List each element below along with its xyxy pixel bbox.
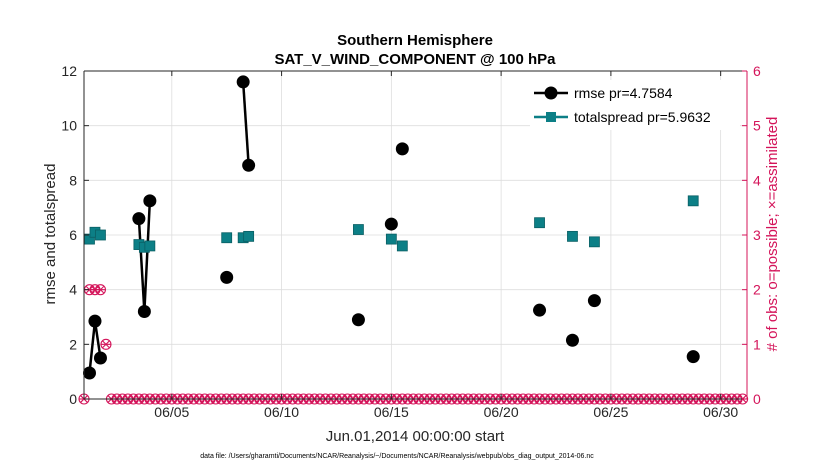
rmse-point <box>137 305 151 319</box>
totalspread-point <box>567 230 578 242</box>
rmse-point <box>384 217 398 231</box>
data-file-footnote: data file: /Users/gharamti/Documents/NCA… <box>200 453 594 460</box>
rmse-point <box>82 366 96 380</box>
y-right-tick-label: 1 <box>753 336 761 352</box>
legend: rmse pr=4.7584 totalspread pr=5.9632 <box>530 80 740 130</box>
y-left-tick-label: 8 <box>69 172 77 188</box>
rmse-point <box>686 350 700 364</box>
y-right-tick-label: 6 <box>753 63 761 79</box>
y-axis-right-label: # of obs: o=possible; ×=assimilated <box>764 117 781 352</box>
rmse-point <box>132 212 146 226</box>
rmse-point <box>88 314 102 328</box>
x-axis-label: Jun.01,2014 00:00:00 start <box>326 428 505 445</box>
legend-totalspread-marker <box>546 112 556 122</box>
rmse-point <box>236 75 250 89</box>
x-tick-label: 06/15 <box>374 404 409 420</box>
rmse-point <box>565 333 579 347</box>
totalspread-point <box>243 230 255 242</box>
axes-layer: 06/05 06/10 06/15 06/20 06/25 06/300246810120… <box>61 63 761 420</box>
x-tick-label: 06/30 <box>703 404 738 420</box>
y-right-tick-label: 4 <box>753 172 761 188</box>
y-left-tick-label: 2 <box>69 336 77 352</box>
legend-box <box>530 80 740 130</box>
chart-title: Southern Hemisphere <box>337 32 493 49</box>
series-layer <box>82 75 700 380</box>
rmse-point <box>395 142 409 156</box>
totalspread-point <box>385 233 397 245</box>
y-left-tick-label: 0 <box>69 391 77 407</box>
legend-label: totalspread pr=5.9632 <box>574 109 711 125</box>
legend-rmse-marker <box>544 86 558 100</box>
x-tick-label: 06/05 <box>154 404 189 420</box>
totalspread-point <box>353 224 364 235</box>
rmse-point <box>242 158 256 172</box>
x-tick-label: 06/10 <box>264 404 299 420</box>
obs-possible-point <box>100 338 112 350</box>
y-axis-left-label: rmse and totalspread <box>42 164 59 305</box>
y-left-tick-label: 12 <box>61 63 77 79</box>
totalspread-point <box>95 229 106 241</box>
totalspread-point <box>144 240 156 252</box>
rmse-point <box>351 313 365 327</box>
legend-label: rmse pr=4.7584 <box>574 85 673 101</box>
y-right-tick-label: 2 <box>753 282 761 298</box>
rmse-point <box>587 294 601 308</box>
totalspread-point <box>589 236 600 248</box>
totalspread-point <box>687 195 699 207</box>
x-tick-label: 06/25 <box>593 404 628 420</box>
y-right-tick-label: 0 <box>753 391 761 407</box>
totalspread-point <box>221 232 233 244</box>
totalspread-point <box>534 217 545 229</box>
y-right-tick-label: 5 <box>753 118 761 134</box>
rmse-point <box>93 351 107 365</box>
rmse-point <box>220 270 234 284</box>
rmse-point <box>143 194 157 208</box>
x-tick-label: 06/20 <box>484 404 519 420</box>
obs-assimilated-point <box>95 286 105 294</box>
rmse-point <box>533 303 547 317</box>
y-right-tick-label: 3 <box>753 227 761 243</box>
y-left-tick-label: 4 <box>69 282 77 298</box>
y-left-tick-label: 6 <box>69 227 77 243</box>
obs-assimilated-point <box>101 340 111 348</box>
chart-subtitle: SAT_V_WIND_COMPONENT @ 100 hPa <box>274 51 556 68</box>
y-left-tick-label: 10 <box>61 118 77 134</box>
rmse-line <box>241 81 250 166</box>
totalspread-point <box>396 240 408 252</box>
